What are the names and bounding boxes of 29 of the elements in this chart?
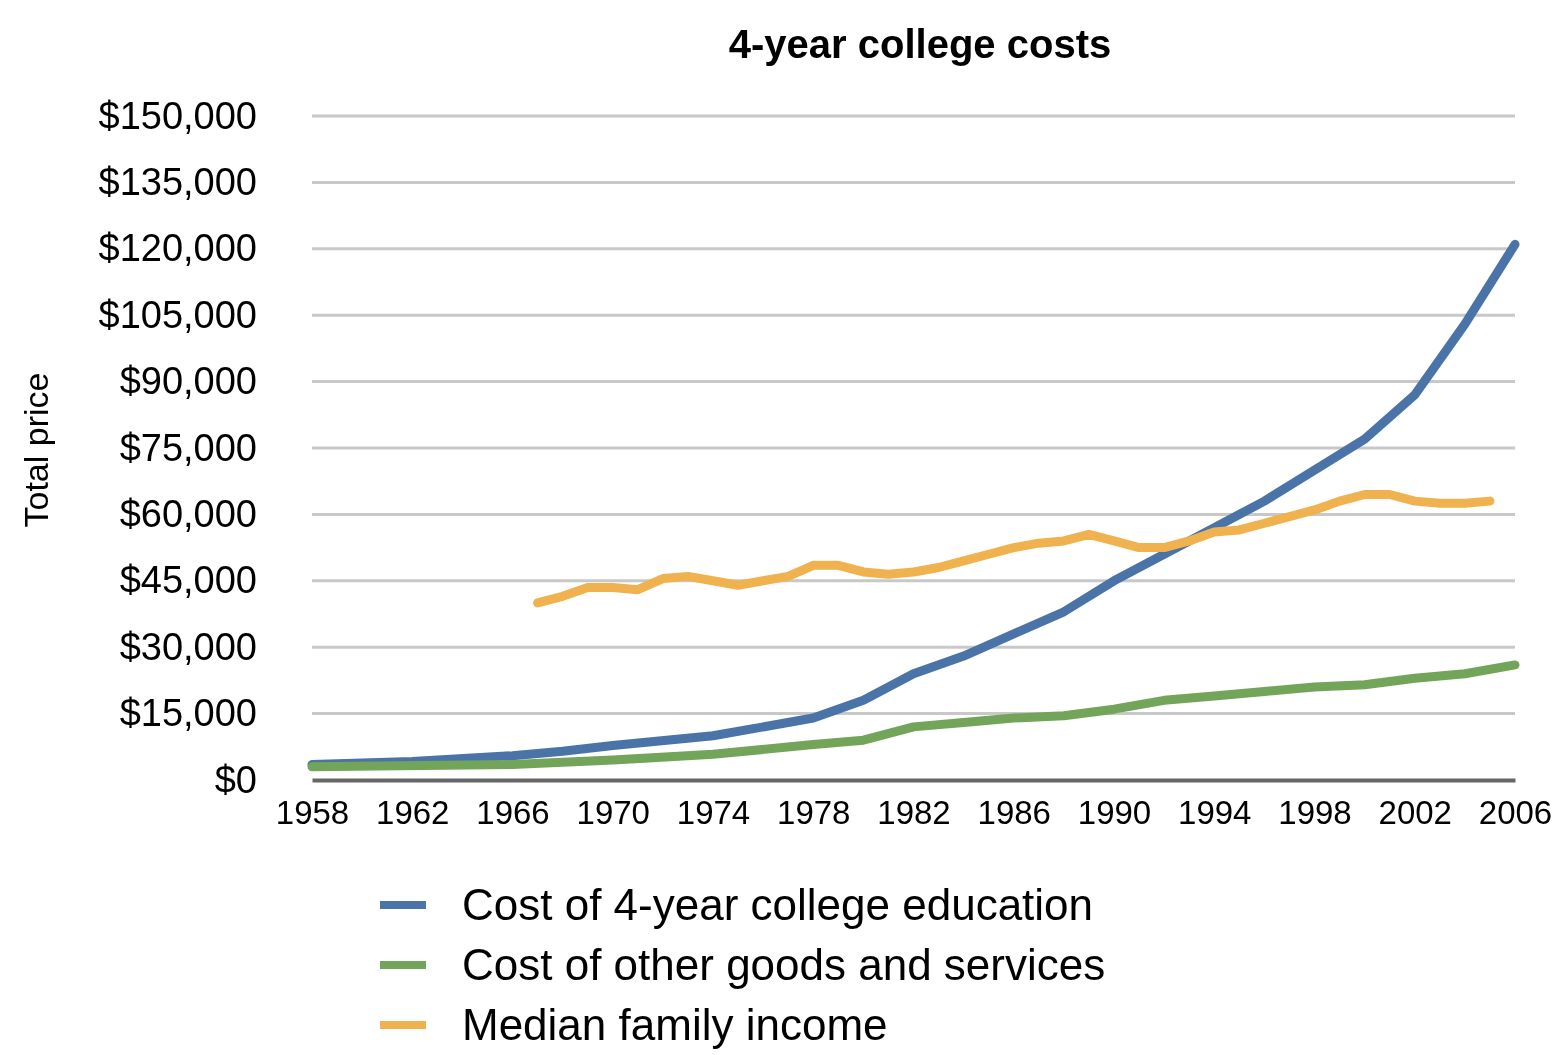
legend-label: Median family income (462, 1000, 888, 1050)
x-tick-label: 1986 (977, 793, 1051, 831)
chart-title: 4-year college costs (728, 22, 1112, 66)
x-tick-label: 1962 (376, 793, 450, 831)
x-tick-label: 1994 (1178, 793, 1252, 831)
y-tick-label: $15,000 (119, 692, 257, 735)
y-axis-title: Total price (17, 372, 55, 528)
y-tick-label: $105,000 (98, 293, 257, 336)
x-tick-label: 2006 (1478, 793, 1553, 831)
y-tick-label: $90,000 (119, 360, 257, 403)
y-tick-label: $45,000 (119, 559, 257, 602)
y-tick-label: $0 (214, 758, 257, 801)
legend-label: Cost of 4-year college education (462, 880, 1094, 930)
y-tick-label: $150,000 (98, 94, 257, 137)
x-tick-label: 1958 (275, 793, 350, 831)
y-tick-label: $75,000 (119, 426, 257, 469)
x-tick-label: 1978 (777, 793, 851, 831)
legend-label: Cost of other goods and services (462, 940, 1106, 990)
y-tick-label: $120,000 (98, 227, 257, 270)
x-tick-label: 1966 (476, 793, 550, 831)
x-tick-label: 1970 (576, 793, 650, 831)
x-tick-label: 1974 (676, 793, 751, 831)
y-tick-label: $135,000 (98, 161, 257, 204)
x-tick-label: 1982 (877, 793, 951, 831)
y-tick-label: $30,000 (119, 625, 257, 668)
y-tick-label: $60,000 (119, 493, 257, 536)
x-tick-label: 1990 (1077, 793, 1152, 831)
x-tick-label: 1998 (1278, 793, 1352, 831)
x-tick-label: 2002 (1378, 793, 1452, 831)
